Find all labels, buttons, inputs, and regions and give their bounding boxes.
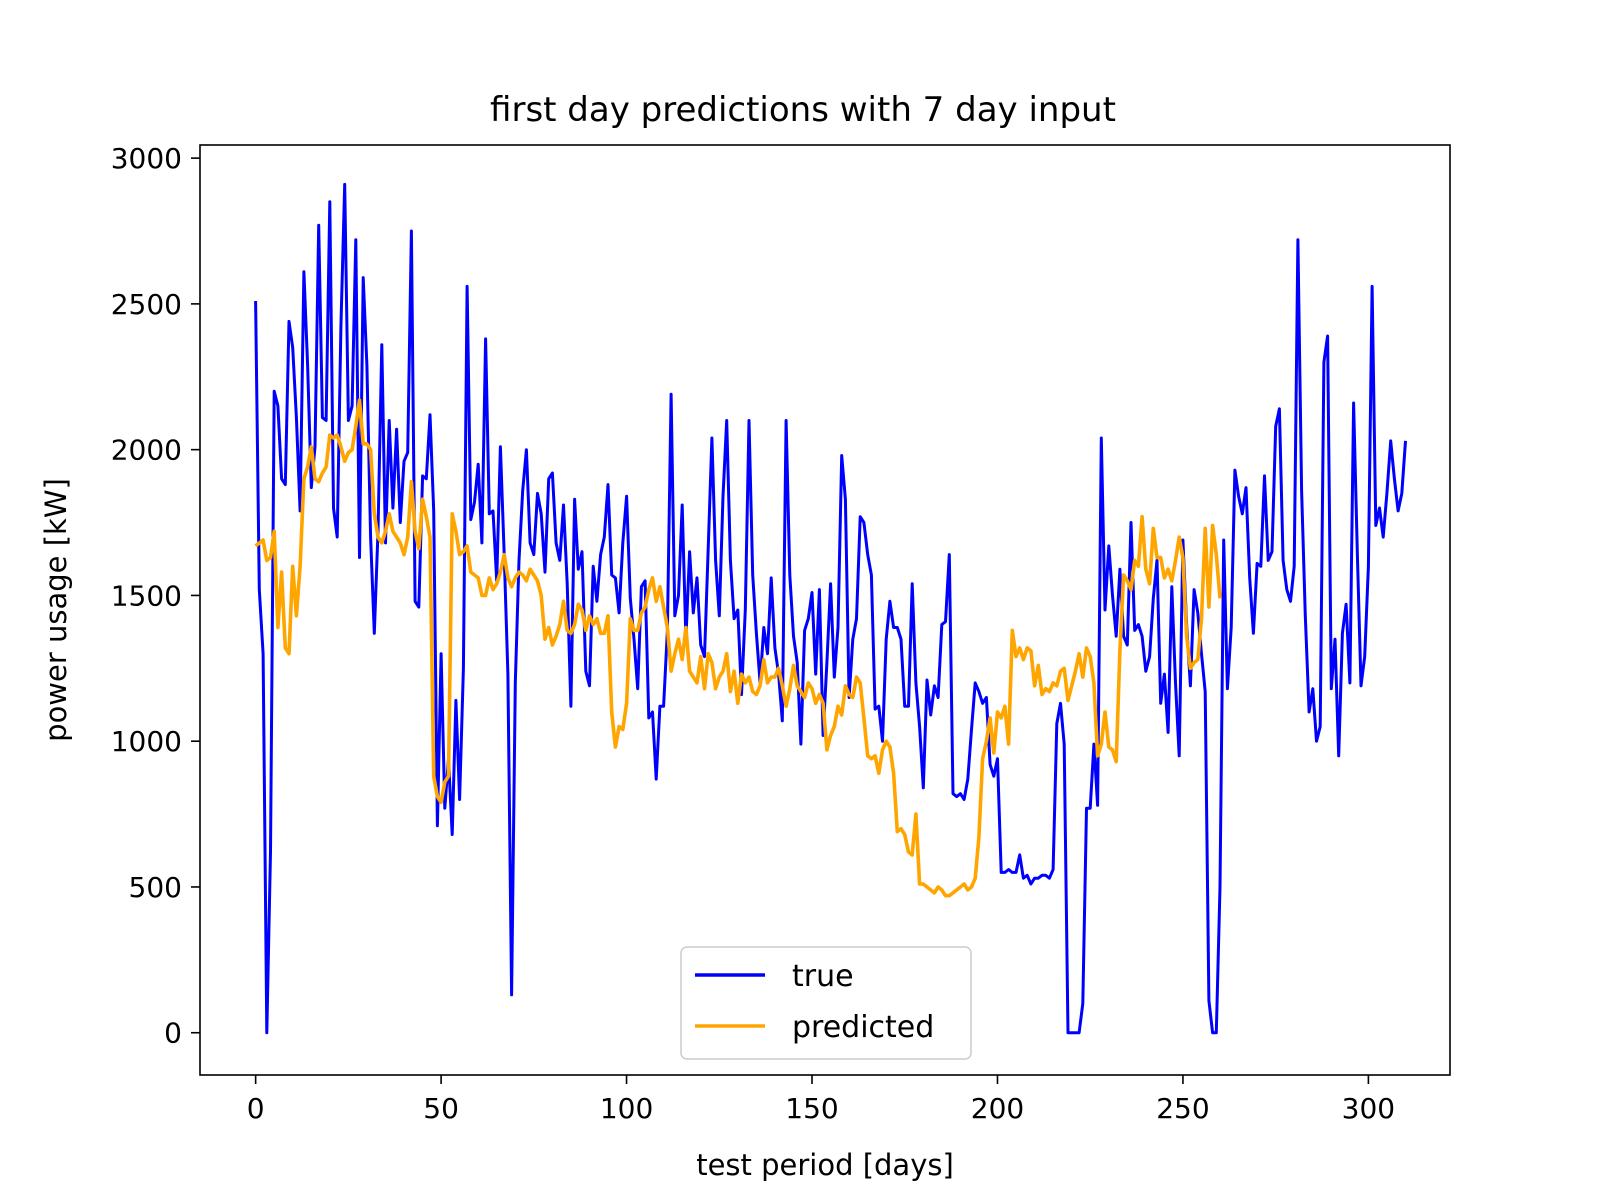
x-tick-label: 150 xyxy=(785,1092,838,1125)
y-tick-label: 2500 xyxy=(111,288,182,321)
x-tick-label: 50 xyxy=(423,1092,459,1125)
plot-frame xyxy=(199,144,1451,1076)
y-tick-label: 3000 xyxy=(111,142,182,175)
x-axis-label: test period [days] xyxy=(696,1148,954,1182)
x-tick-label: 100 xyxy=(600,1092,653,1125)
series-line-predicted xyxy=(254,398,1222,898)
y-tick-label: 2000 xyxy=(111,434,182,467)
y-tick-label: 0 xyxy=(164,1017,182,1050)
legend: true predicted xyxy=(680,946,972,1060)
x-axis: 0 50 100 150 200 250 300 xyxy=(247,1075,1395,1125)
x-tick-label: 200 xyxy=(971,1092,1024,1125)
x-tick-label: 300 xyxy=(1342,1092,1395,1125)
legend-label-predicted: predicted xyxy=(792,1010,934,1045)
legend-label-true: true xyxy=(792,959,854,994)
chart-title: first day predictions with 7 day input xyxy=(490,90,1116,130)
y-axis-label: power usage [kW] xyxy=(39,478,73,742)
y-tick-label: 500 xyxy=(129,871,182,904)
y-tick-label: 1500 xyxy=(111,579,182,612)
x-tick-label: 250 xyxy=(1156,1092,1209,1125)
plot-area xyxy=(254,182,1407,1035)
x-tick-label: 0 xyxy=(247,1092,265,1125)
y-tick-label: 1000 xyxy=(111,725,182,758)
y-axis: 0 500 1000 1500 2000 2500 3000 xyxy=(111,142,200,1050)
